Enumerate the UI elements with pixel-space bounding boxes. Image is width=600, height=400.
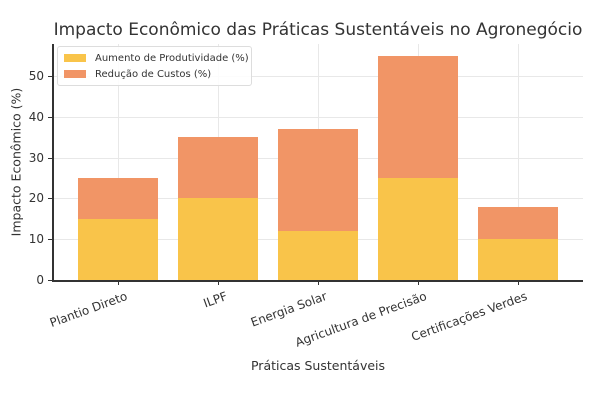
y-tick-label: 0 [36, 273, 44, 287]
gridline-vertical [518, 44, 519, 280]
legend-label: Aumento de Produtividade (%) [95, 52, 249, 64]
x-tick-mark [418, 281, 419, 285]
x-tick-label: Plantio Direto [47, 289, 130, 330]
bar-produtividade [378, 178, 458, 280]
gridline-vertical [118, 44, 119, 280]
bar-custos [78, 178, 158, 219]
x-tick-mark [118, 281, 119, 285]
legend: Aumento de Produtividade (%) Redução de … [57, 46, 252, 86]
x-tick-label: ILPF [201, 289, 230, 311]
y-tick-label: 20 [28, 191, 44, 206]
y-tick-label: 40 [28, 109, 44, 124]
legend-item-custos: Redução de Custos (%) [64, 67, 211, 81]
bar-produtividade [278, 231, 358, 280]
y-tick-label: 10 [28, 232, 44, 247]
legend-label: Redução de Custos (%) [95, 68, 212, 80]
y-tick-label: 50 [28, 69, 44, 83]
y-tick-label: 30 [28, 150, 44, 165]
x-tick-label: Certificações Verdes [409, 289, 530, 344]
x-axis-title: Práticas Sustentáveis [250, 358, 386, 373]
x-tick-mark [518, 281, 519, 285]
y-tick-mark [48, 280, 52, 281]
bar-custos [178, 137, 258, 199]
bar-custos [478, 206, 558, 240]
y-axis-title: Impacto Econômico (%) [8, 87, 24, 237]
bar-custos [378, 55, 458, 178]
chart-title: Impacto Econômico das Práticas Sustentáv… [53, 20, 583, 40]
y-tick-mark [48, 198, 52, 200]
y-tick-mark [48, 116, 52, 118]
bar-produtividade [178, 198, 258, 280]
y-tick-mark [48, 76, 52, 77]
y-tick-mark [48, 157, 52, 159]
plot-area [53, 44, 583, 281]
legend-item-produtividade: Aumento de Produtividade (%) [64, 51, 249, 65]
legend-swatch-custos [64, 70, 86, 78]
bar-custos [278, 129, 358, 232]
legend-swatch-produtividade [64, 54, 86, 62]
x-tick-mark [318, 281, 319, 285]
x-tick-mark [218, 281, 219, 285]
x-tick-label: Energia Solar [248, 289, 329, 330]
y-axis-line [52, 44, 54, 281]
y-tick-mark [48, 239, 52, 241]
bar-produtividade [78, 218, 158, 280]
bar-produtividade [478, 239, 558, 280]
x-axis-line [52, 280, 583, 282]
